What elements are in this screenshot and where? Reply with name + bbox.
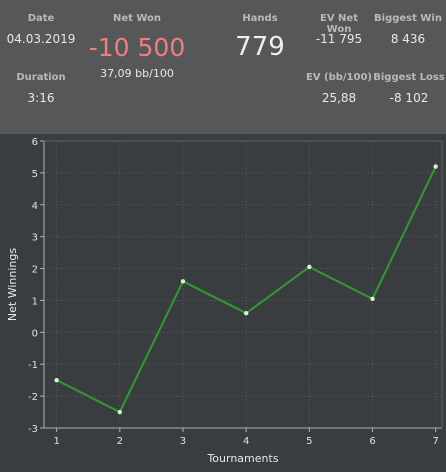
chart-svg: -3 -2 -1 0 1 2 3 4 5 6 1 2 3 4 5 6 7 Tournaments Net Win…: [6, 137, 443, 465]
x-axis-title: Tournaments: [206, 452, 278, 465]
data-point[interactable]: [307, 264, 312, 270]
data-point[interactable]: [54, 377, 59, 383]
series: [54, 164, 438, 415]
biggest-win-label: Biggest Win: [374, 13, 442, 24]
data-point[interactable]: [370, 296, 375, 302]
x-tick-label: 5: [306, 436, 312, 447]
x-tick-label: 2: [117, 436, 123, 447]
date-value: 04.03.2019: [6, 32, 76, 46]
data-point[interactable]: [117, 409, 123, 415]
ev-net-won-label: EV Net Won: [320, 13, 358, 35]
x-tick-label: 7: [432, 436, 438, 447]
duration-value: 3:16: [27, 91, 55, 105]
x-tick-label: 1: [53, 436, 59, 447]
y-tick-label: 4: [32, 201, 38, 212]
stats-panel: Date 04.03.2019 Net Won -10 500 37,09 bb…: [0, 0, 446, 134]
duration-label: Duration: [16, 72, 66, 83]
net-won-bb100: 37,09 bb/100: [100, 67, 174, 80]
y-axis-title: Net Winnings: [6, 248, 19, 321]
y-tick-label: 1: [32, 296, 38, 307]
data-point[interactable]: [243, 311, 249, 316]
axes: [40, 140, 443, 432]
plot-area: [44, 141, 442, 428]
y-tick-label: 5: [32, 169, 38, 180]
ev-net-won-value: -11 795: [315, 32, 363, 46]
x-tick-label: 3: [180, 436, 186, 447]
y-tick-label: -2: [28, 392, 38, 403]
data-point[interactable]: [433, 164, 438, 169]
net-won-value: -10 500: [88, 33, 186, 62]
hands-label: Hands: [242, 13, 278, 24]
ev-bb100-label: EV (bb/100): [305, 72, 373, 83]
y-tick-label: 0: [32, 328, 38, 339]
net-won-label: Net Won: [112, 13, 162, 24]
biggest-win-value: 8 436: [390, 32, 426, 46]
biggest-loss-value: -8 102: [389, 91, 429, 105]
y-tick-label: 3: [32, 233, 38, 244]
data-point[interactable]: [180, 279, 186, 284]
net-winnings-chart: -3 -2 -1 0 1 2 3 4 5 6 1 2 3 4 5 6 7 Tournaments Net Win…: [0, 134, 446, 468]
x-tick-label: 4: [243, 436, 249, 447]
y-tick-label: -1: [28, 360, 38, 371]
ev-bb100-value: 25,88: [321, 91, 357, 105]
date-label: Date: [27, 13, 55, 24]
y-tick-label: -3: [28, 424, 38, 435]
y-tick-label: 2: [32, 265, 38, 276]
biggest-loss-label: Biggest Loss: [373, 72, 445, 83]
tick-labels: -3 -2 -1 0 1 2 3 4 5 6 1 2 3 4 5 6 7: [28, 137, 439, 447]
x-tick-label: 6: [369, 436, 375, 447]
hands-value: 779: [235, 32, 285, 62]
y-tick-label: 6: [32, 137, 38, 148]
